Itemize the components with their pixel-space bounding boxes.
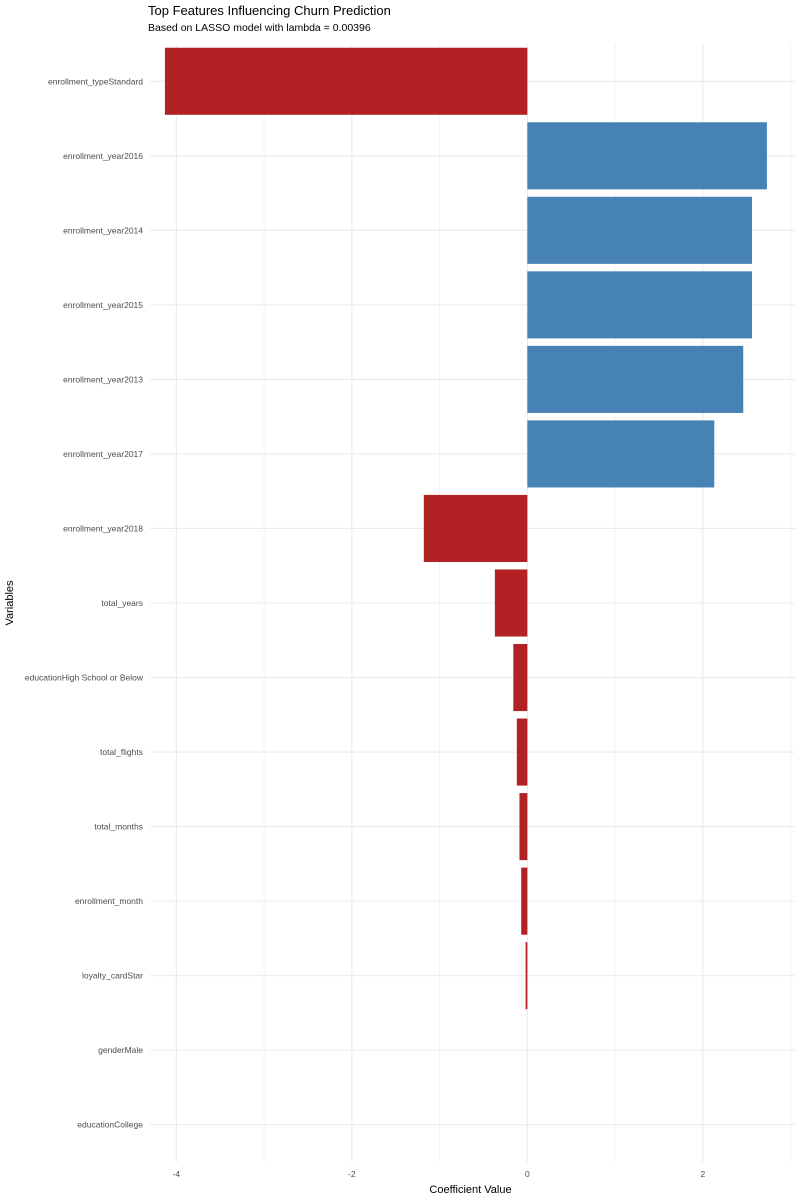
- bar-total-months: [519, 793, 528, 861]
- chart-title: Top Features Influencing Churn Predictio…: [148, 3, 391, 18]
- y-tick-label: enrollment_month: [75, 896, 143, 906]
- bar-enrollment-year2017: [527, 420, 715, 488]
- x-axis-title: Coefficient Value: [429, 1184, 511, 1196]
- bar-enrollment-year2018: [423, 494, 528, 563]
- bar-total-years: [494, 569, 528, 637]
- y-tick-label: genderMale: [98, 1045, 143, 1055]
- y-tick-label: total_months: [94, 822, 143, 832]
- y-tick-label: enrollment_year2015: [63, 300, 143, 310]
- y-tick-label: loyalty_cardStar: [82, 971, 143, 981]
- y-tick-label: educationCollege: [77, 1120, 143, 1130]
- bar-loyalty-cardstar: [525, 942, 528, 1010]
- bar-enrollment-typestandard: [164, 47, 528, 115]
- y-tick-label: enrollment_year2017: [63, 449, 143, 459]
- y-tick-label: enrollment_year2018: [63, 523, 143, 533]
- y-tick-label: enrollment_year2013: [63, 374, 143, 384]
- chart-subtitle: Based on LASSO model with lambda = 0.003…: [148, 22, 371, 34]
- bars: [164, 47, 767, 1010]
- bar-educationhigh-school-or-below: [513, 643, 528, 712]
- bar-enrollment-month: [521, 867, 528, 935]
- x-tick-label: 0: [525, 1169, 530, 1179]
- x-tick-label: -4: [173, 1169, 181, 1179]
- x-tick-label: 2: [700, 1169, 705, 1179]
- y-tick-label: total_flights: [100, 747, 143, 757]
- bar-enrollment-year2014: [527, 196, 752, 264]
- x-tick-labels: -4 -2 0 2: [173, 1169, 706, 1179]
- bar-enrollment-year2015: [527, 271, 752, 339]
- y-tick-labels: enrollment_typeStandard enrollment_year20…: [25, 76, 144, 1129]
- bar-enrollment-year2016: [527, 122, 767, 190]
- y-tick-label: enrollment_year2016: [63, 151, 143, 161]
- y-tick-label: educationHigh School or Below: [25, 673, 144, 683]
- bar-enrollment-year2013: [527, 345, 744, 413]
- y-tick-label: enrollment_year2014: [63, 225, 143, 235]
- bar-total-flights: [516, 718, 528, 786]
- y-axis-title: Variables: [4, 580, 16, 626]
- y-tick-label: enrollment_typeStandard: [48, 76, 143, 86]
- y-tick-label: total_years: [101, 598, 143, 608]
- x-tick-label: -2: [348, 1169, 356, 1179]
